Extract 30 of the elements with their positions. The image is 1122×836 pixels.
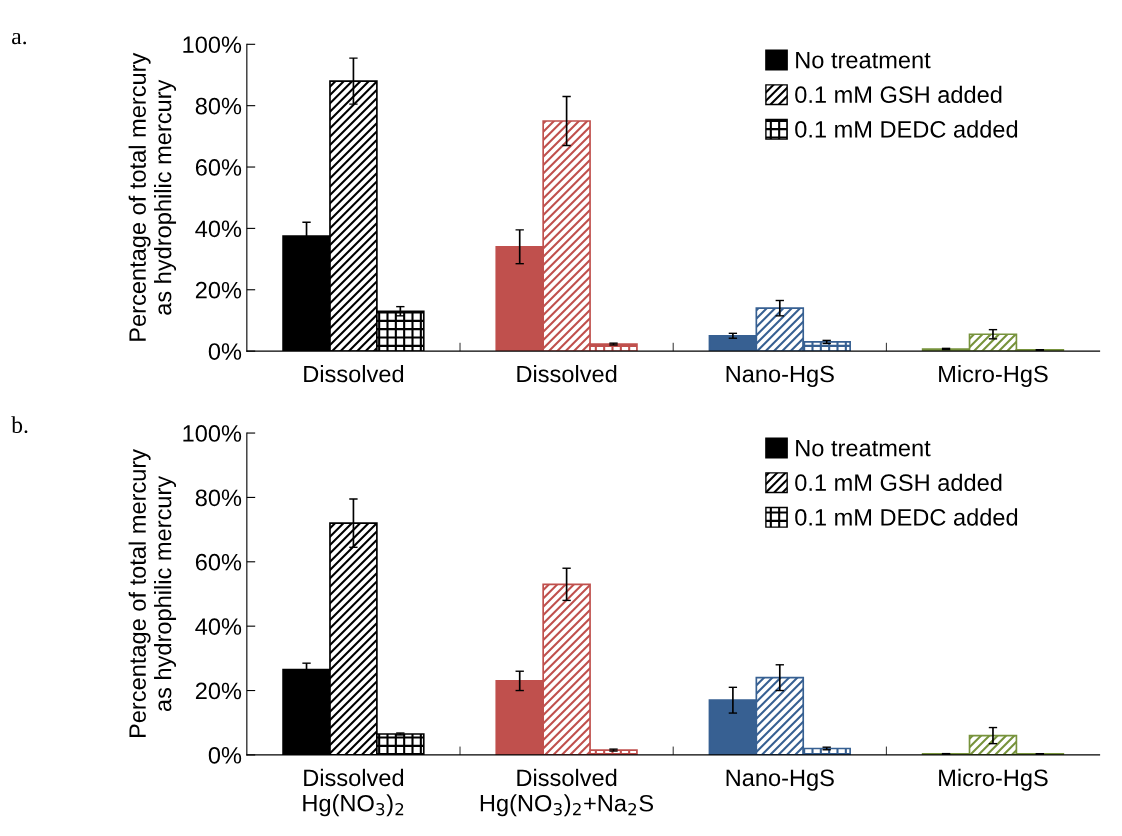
y-tick-label: 60%	[195, 553, 242, 571]
legend-label: 0.1 mM DEDC added	[795, 508, 1018, 526]
legend-label: 0.1 mM GSH added	[795, 473, 1002, 492]
y-tick-label: 20%	[195, 281, 242, 299]
y-tick-label: 40%	[195, 220, 242, 238]
legend-label: 0.1 mM DEDC added	[795, 120, 1018, 138]
y-tick-label: 40%	[195, 618, 242, 635]
y-tick-label: 0%	[208, 343, 242, 360]
y-tick-label: 0%	[208, 746, 242, 764]
x-tick-label: Dissolved Hg(NO$_{3}$)$_{2}$+Na$_{2}$S	[480, 768, 654, 817]
x-tick-label: Micro-HgS	[939, 365, 1048, 388]
legend-label: No treatment	[796, 439, 931, 457]
legend-label: 0.1 mM GSH added	[795, 85, 1002, 104]
x-tick-label: Nano-HgS	[726, 365, 834, 388]
x-tick-label: Dissolved Hg(NO$_{3}$)$_{2}$	[303, 768, 404, 817]
x-tick-label: Dissolved	[304, 365, 404, 383]
y-tick-label: 100%	[183, 36, 242, 54]
y-axis-title: Percentage of total mercury as hydrophilic mercury	[128, 449, 177, 738]
x-tick-label: Nano-HgS	[726, 769, 834, 791]
x-tick-label: Micro-HgS	[939, 768, 1048, 791]
legend-label: No treatment	[796, 51, 931, 69]
y-tick-label: 80%	[195, 97, 242, 115]
text: a.	[12, 32, 27, 45]
y-tick-label: 100%	[183, 425, 242, 442]
y-axis-title: Percentage of total mercury as hydrophilic mercury	[128, 52, 177, 341]
y-tick-label: 60%	[195, 159, 242, 176]
y-tick-label: 20%	[195, 682, 242, 700]
x-tick-label: Dissolved	[517, 365, 617, 383]
text: b.	[11, 416, 28, 434]
y-tick-label: 80%	[195, 489, 242, 507]
